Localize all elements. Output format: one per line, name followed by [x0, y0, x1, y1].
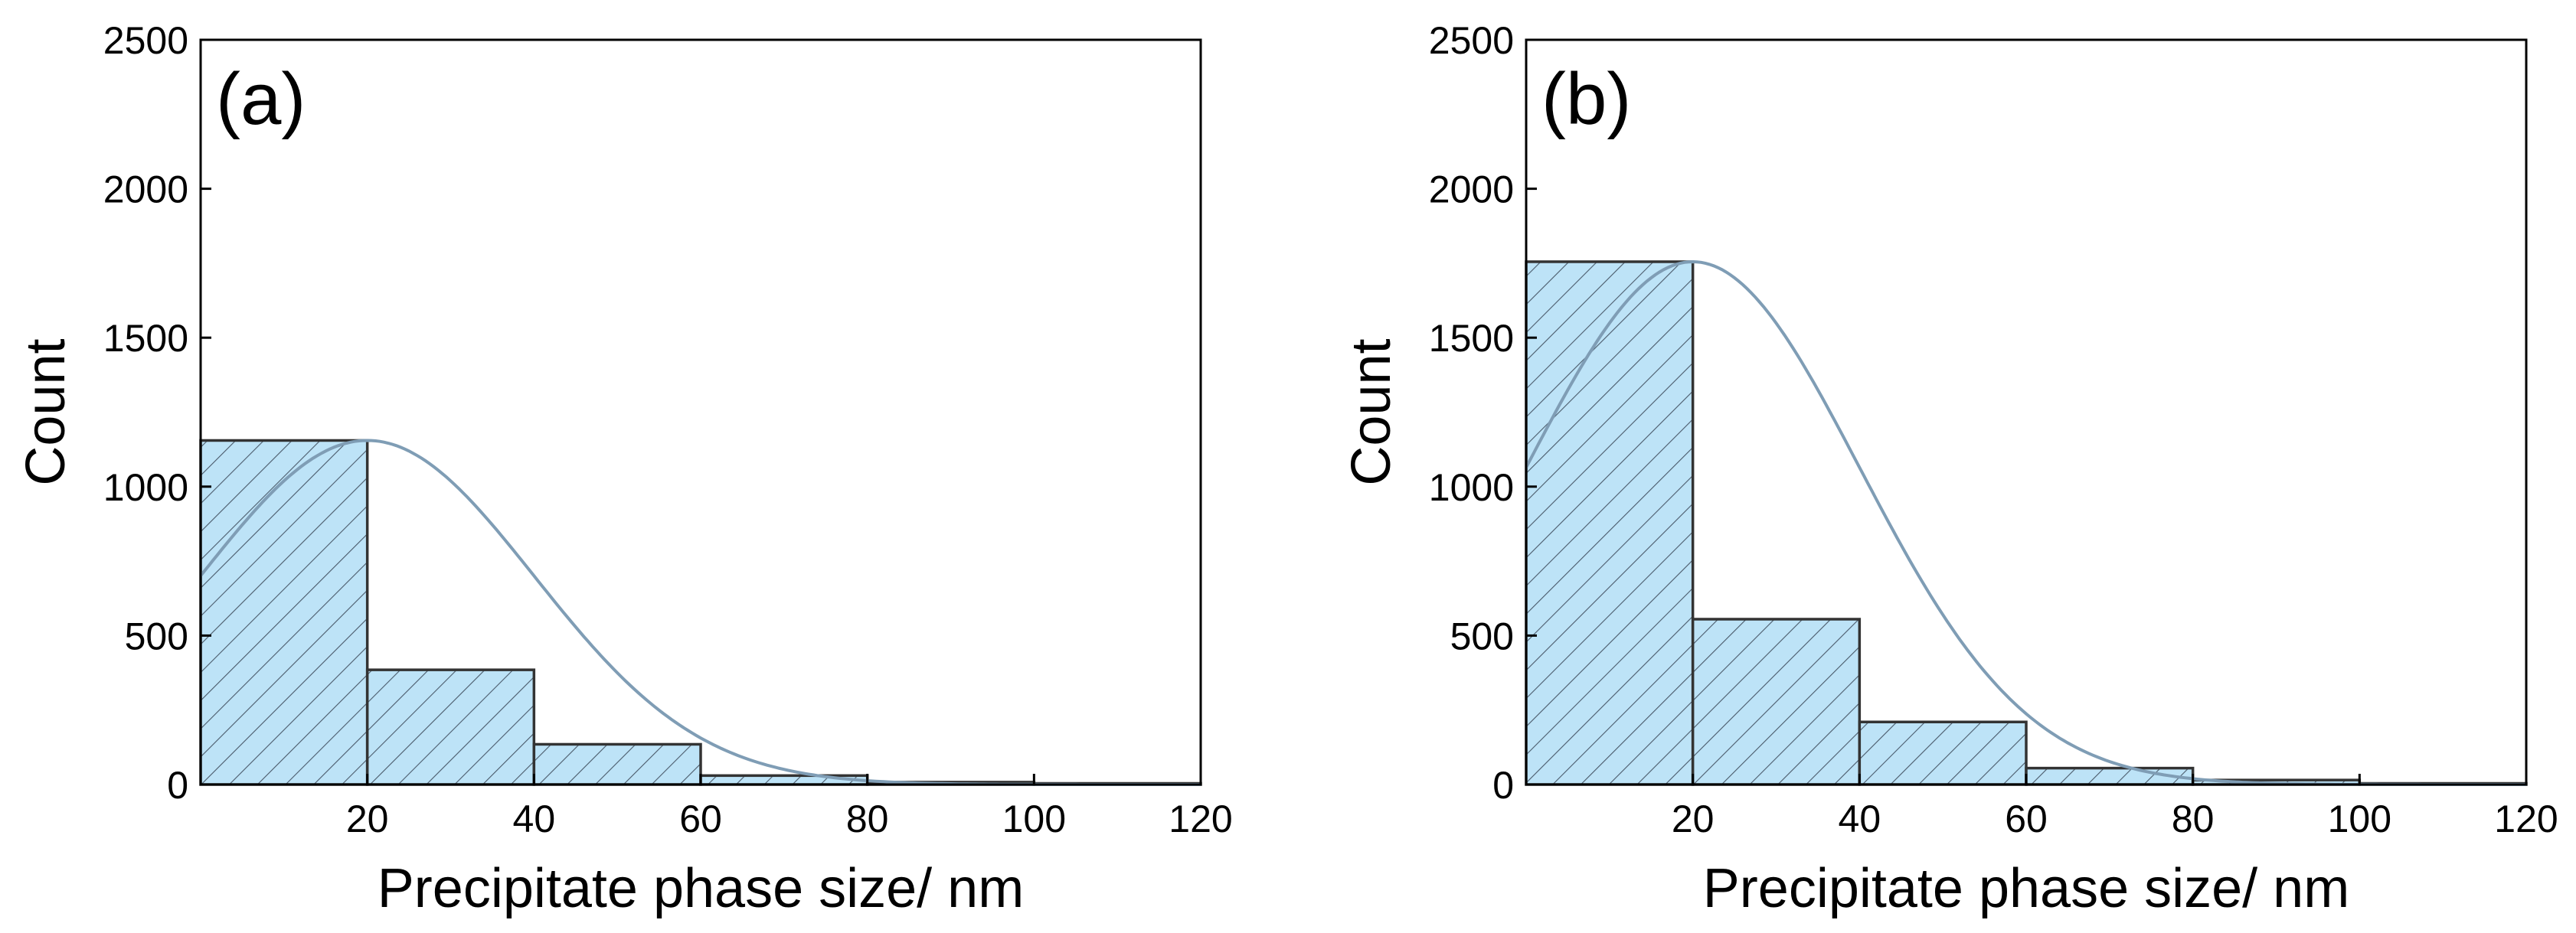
- x-tick-label: 100: [1002, 798, 1066, 840]
- panel-b: 0 500 1000 1500 2000 2500 20 40 60 80 100 120 (b) P…: [1341, 19, 2558, 919]
- histogram-bar-hatch: [1526, 261, 1693, 785]
- y-tick-label: 500: [125, 615, 188, 657]
- x-axis-title: Precipitate phase size/ nm: [1703, 858, 2349, 919]
- axis-ticks: 0 500 1000 1500 2000 2500 20 40 60 80 100 120: [1429, 19, 2558, 840]
- x-tick-label: 20: [1672, 798, 1715, 840]
- y-tick-label: 0: [1492, 764, 1514, 807]
- panel-label: (a): [216, 58, 306, 140]
- y-tick-label: 1000: [1429, 466, 1514, 509]
- x-tick-label: 60: [679, 798, 722, 840]
- x-tick-label: 80: [2172, 798, 2215, 840]
- x-tick-label: 40: [513, 798, 556, 840]
- histogram-bar-hatch: [534, 744, 701, 785]
- y-axis-title: Count: [1341, 338, 1402, 485]
- y-tick-label: 1500: [103, 317, 188, 360]
- histogram-bar-hatch: [367, 670, 534, 785]
- x-axis-title: Precipitate phase size/ nm: [378, 858, 1024, 919]
- y-tick-label: 2000: [1429, 168, 1514, 211]
- x-tick-label: 80: [846, 798, 889, 840]
- y-tick-label: 2500: [1429, 19, 1514, 62]
- histogram-bar-hatch: [1692, 618, 1860, 785]
- axis-ticks: 0 500 1000 1500 2000 2500 20 40 60 80 100 120: [103, 19, 1233, 840]
- x-tick-label: 60: [2005, 798, 2048, 840]
- x-tick-label: 20: [346, 798, 389, 840]
- histogram-bar-hatch: [701, 775, 868, 785]
- y-tick-label: 500: [1450, 615, 1514, 657]
- histogram-bars: [199, 439, 1202, 786]
- histogram-bars: [1525, 260, 2528, 786]
- y-tick-label: 2500: [103, 19, 188, 62]
- y-tick-label: 1000: [103, 466, 188, 509]
- histogram-bar-hatch: [1859, 722, 2026, 785]
- x-tick-label: 120: [2494, 798, 2558, 840]
- y-tick-label: 1500: [1429, 317, 1514, 360]
- panel-a: 0 500 1000 1500 2000 2500 20 40 60 80 100 120 (a) P…: [15, 19, 1233, 919]
- y-tick-label: 2000: [103, 168, 188, 211]
- y-tick-label: 0: [167, 764, 188, 807]
- histogram-bar-hatch: [201, 440, 368, 785]
- x-tick-label: 100: [2328, 798, 2391, 840]
- x-tick-label: 120: [1169, 798, 1232, 840]
- x-tick-label: 40: [1839, 798, 1881, 840]
- panel-label: (b): [1541, 58, 1631, 140]
- y-axis-title: Count: [15, 338, 77, 485]
